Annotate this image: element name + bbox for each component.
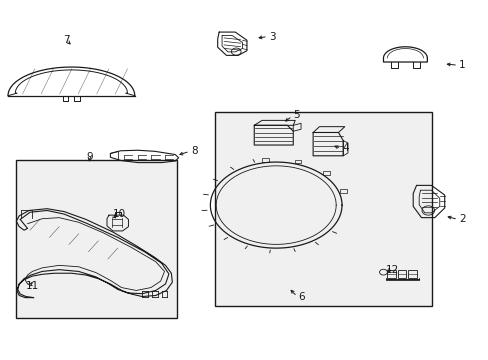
Bar [339, 189, 346, 193]
Text: 3: 3 [268, 32, 275, 41]
Text: 12: 12 [385, 265, 398, 275]
Text: 9: 9 [86, 152, 92, 162]
Bar [215, 112, 431, 306]
Bar [407, 270, 416, 278]
Text: 7: 7 [63, 35, 70, 45]
Bar [261, 158, 268, 162]
Text: 5: 5 [293, 111, 299, 121]
Bar [386, 270, 395, 278]
Bar [322, 171, 329, 175]
Text: 2: 2 [458, 215, 465, 224]
Text: 1: 1 [458, 60, 465, 70]
Text: 6: 6 [298, 292, 304, 302]
Text: 8: 8 [190, 146, 197, 156]
Bar [294, 160, 301, 163]
Text: 11: 11 [26, 281, 39, 291]
Text: 4: 4 [341, 143, 348, 153]
Bar [16, 160, 177, 318]
Text: 10: 10 [113, 209, 126, 219]
Bar [397, 270, 406, 278]
